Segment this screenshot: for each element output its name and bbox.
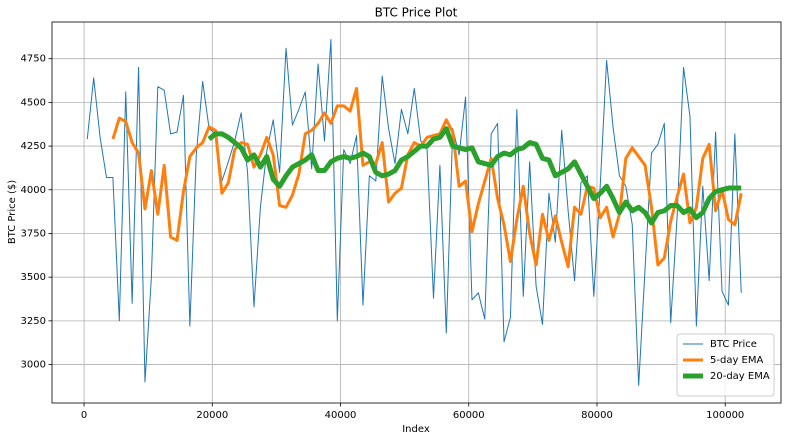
lines: [86, 38, 743, 387]
y-tick-label: 3250: [21, 316, 46, 327]
data-line: [111, 86, 743, 269]
x-tick-label: 100000: [706, 410, 744, 421]
plot-frame: [51, 21, 782, 404]
y-tick-label: 4500: [21, 97, 46, 108]
data-line: [86, 38, 742, 387]
x-tick-label: 0: [81, 410, 87, 421]
x-tick-label: 80000: [581, 410, 613, 421]
y-axis-label: BTC Price ($): [7, 180, 18, 244]
x-axis-label: Index: [402, 424, 430, 435]
x-tick-label: 60000: [453, 410, 485, 421]
chart-title: BTC Price Plot: [375, 6, 458, 20]
x-tick-label: 20000: [196, 410, 228, 421]
legend-label: BTC Price: [710, 339, 757, 350]
y-tick-label: 3750: [21, 228, 46, 239]
y-tick-label: 4750: [21, 54, 46, 65]
legend-label: 5-day EMA: [710, 355, 763, 366]
legend-box: [676, 333, 775, 397]
y-tick-label: 3000: [21, 360, 46, 371]
legend: BTC Price 5-day EMA 20-day EMA: [676, 333, 775, 397]
y-tick-label: 4000: [21, 185, 46, 196]
y-tick-label: 4250: [21, 141, 46, 152]
legend-label: 20-day EMA: [710, 371, 770, 382]
y-tick-label: 3500: [21, 272, 46, 283]
data-line: [207, 126, 742, 226]
grid: [52, 22, 781, 403]
x-tick-label: 40000: [325, 410, 357, 421]
